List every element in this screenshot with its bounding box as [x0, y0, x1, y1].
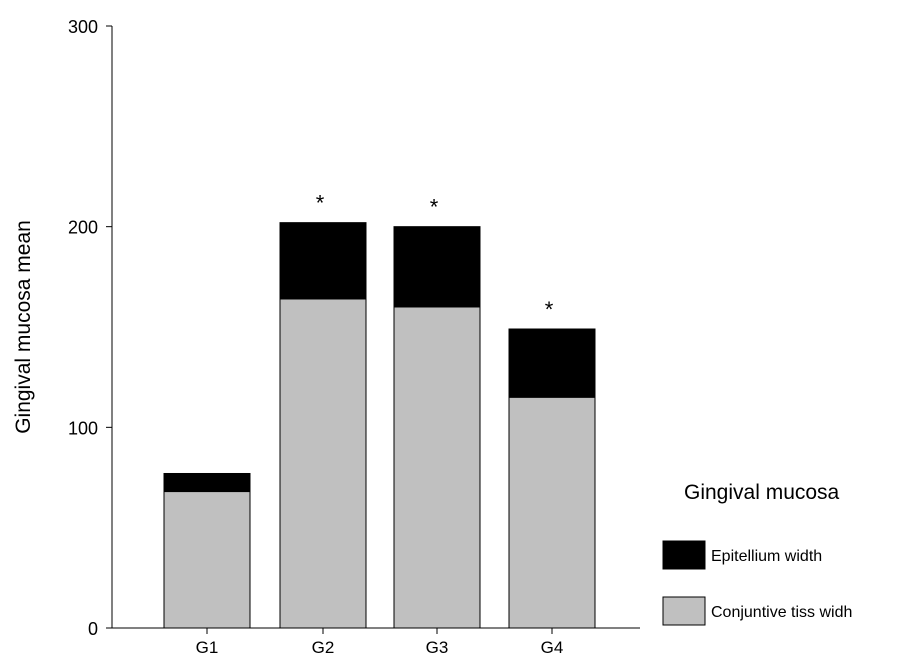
bar-g2-conjuntive-tissue	[279, 298, 367, 629]
y-tick-label: 0	[88, 619, 98, 639]
bar-g4-conjuntive-tissue	[508, 396, 596, 629]
significance-marker-g4: *	[545, 297, 554, 322]
y-axis-title: Gingival mucosa mean	[12, 220, 35, 434]
bar-g1-epithelium	[163, 472, 251, 493]
significance-markers: * * *	[316, 191, 554, 322]
bar-g3-conjuntive-tissue	[393, 306, 481, 629]
x-tick-label-g4: G4	[541, 638, 564, 656]
x-tick-label-g1: G1	[196, 638, 219, 656]
significance-marker-g2: *	[316, 191, 325, 216]
x-axis: G1 G2 G3 G4	[112, 627, 640, 656]
legend-label-epithelium: Epitellium width	[711, 548, 822, 565]
legend: Gingival mucosa Epitellium width Conjunti…	[662, 481, 852, 626]
legend-label-conjuntive-tissue: Conjuntive tiss widh	[711, 604, 852, 621]
x-tick-label-g2: G2	[312, 638, 335, 656]
bar-g3-epithelium	[393, 226, 481, 308]
bar-g4-epithelium	[508, 328, 596, 398]
bar-g1-conjuntive-tissue	[163, 491, 251, 629]
y-axis: 0 100 200 300	[68, 17, 113, 639]
significance-marker-g3: *	[430, 195, 439, 220]
legend-swatch-conjuntive-tissue	[662, 596, 706, 626]
y-tick-label: 100	[68, 418, 98, 438]
bars	[163, 222, 596, 629]
legend-swatch-epithelium	[662, 540, 706, 570]
legend-title: Gingival mucosa	[684, 481, 840, 504]
x-tick-label-g3: G3	[426, 638, 449, 656]
y-tick-label: 300	[68, 17, 98, 37]
y-tick-label: 200	[68, 218, 98, 238]
bar-g2-epithelium	[279, 222, 367, 300]
